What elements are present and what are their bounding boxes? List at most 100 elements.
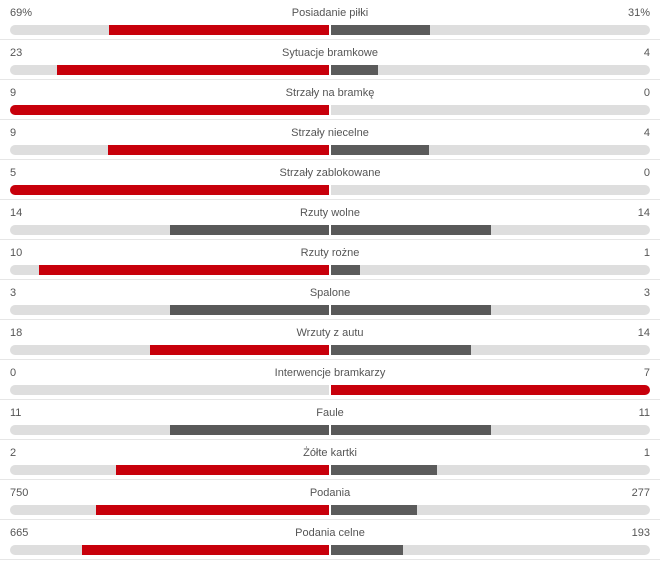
away-value: 277: [631, 487, 650, 499]
away-value: 7: [643, 367, 650, 379]
home-value: 14: [10, 207, 23, 219]
stat-label: Strzały na bramkę: [285, 87, 375, 99]
away-bar-fill: [331, 465, 438, 475]
home-bar-track: [10, 265, 329, 275]
stat-row: 665 Podania celne 193: [0, 520, 660, 560]
home-value: 10: [10, 247, 23, 259]
home-bar-track: [10, 345, 329, 355]
stat-label: Strzały niecelne: [291, 127, 369, 139]
stat-label: Wrzuty z autu: [296, 327, 364, 339]
home-bar-fill: [169, 305, 329, 315]
away-bar-fill: [331, 385, 650, 395]
home-bar-track: [10, 305, 329, 315]
stat-label: Rzuty wolne: [300, 207, 360, 219]
away-value: 0: [643, 87, 650, 99]
home-bar-fill: [39, 265, 329, 275]
home-bar-fill: [10, 185, 329, 195]
away-bar-fill: [331, 145, 430, 155]
stat-label: Podania: [309, 487, 351, 499]
home-value: 23: [10, 47, 23, 59]
stat-label: Podania celne: [295, 527, 365, 539]
away-bar-track: [331, 465, 650, 475]
home-bar-fill: [108, 145, 329, 155]
away-value: 4: [643, 47, 650, 59]
stat-label: Strzały zablokowane: [279, 167, 381, 179]
home-bar-track: [10, 385, 329, 395]
home-value: 750: [10, 487, 29, 499]
home-bar-fill: [81, 545, 329, 555]
away-value: 0: [643, 167, 650, 179]
home-value: 11: [10, 407, 22, 419]
home-bar-fill: [169, 225, 329, 235]
away-bar-track: [331, 425, 650, 435]
away-bar-track: [331, 545, 650, 555]
home-bar-track: [10, 105, 329, 115]
home-bar-fill: [57, 65, 329, 75]
home-value: 9: [10, 127, 17, 139]
home-value: 3: [10, 287, 17, 299]
stat-row: 9 Strzały niecelne 4: [0, 120, 660, 160]
home-value: 9: [10, 87, 17, 99]
stat-label: Posiadanie piłki: [291, 7, 369, 19]
home-value: 18: [10, 327, 23, 339]
stat-label: Faule: [316, 407, 344, 419]
stat-label: Sytuacje bramkowe: [282, 47, 378, 59]
home-value: 0: [10, 367, 17, 379]
away-bar-track: [331, 25, 650, 35]
stat-row: 69% Posiadanie piłki 31%: [0, 0, 660, 40]
home-bar-fill: [108, 25, 329, 35]
stat-row: 18 Wrzuty z autu 14: [0, 320, 660, 360]
away-value: 4: [643, 127, 650, 139]
stat-row: 14 Rzuty wolne 14: [0, 200, 660, 240]
away-value: 1: [643, 247, 650, 259]
away-bar-fill: [331, 25, 430, 35]
away-value: 14: [637, 207, 650, 219]
home-value: 665: [10, 527, 29, 539]
away-bar-track: [331, 505, 650, 515]
home-bar-track: [10, 545, 329, 555]
away-value: 193: [631, 527, 650, 539]
away-bar-fill: [331, 265, 360, 275]
stat-label: Rzuty rożne: [300, 247, 360, 259]
stat-row: 9 Strzały na bramkę 0: [0, 80, 660, 120]
home-bar-fill: [149, 345, 329, 355]
home-bar-fill: [169, 425, 329, 435]
away-value: 14: [637, 327, 650, 339]
home-bar-track: [10, 25, 329, 35]
away-value: 31%: [627, 7, 650, 19]
away-bar-track: [331, 105, 650, 115]
stat-row: 23 Sytuacje bramkowe 4: [0, 40, 660, 80]
away-bar-fill: [331, 345, 471, 355]
home-bar-track: [10, 505, 329, 515]
home-bar-track: [10, 185, 329, 195]
home-bar-fill: [96, 505, 329, 515]
home-value: 2: [10, 447, 17, 459]
home-bar-track: [10, 225, 329, 235]
stat-label: Interwencje bramkarzy: [274, 367, 386, 379]
stat-row: 0 Interwencje bramkarzy 7: [0, 360, 660, 400]
stat-row: 3 Spalone 3: [0, 280, 660, 320]
away-bar-track: [331, 345, 650, 355]
away-bar-track: [331, 225, 650, 235]
home-value: 5: [10, 167, 17, 179]
home-bar-track: [10, 65, 329, 75]
away-bar-fill: [331, 425, 491, 435]
stat-label: Spalone: [309, 287, 351, 299]
away-value: 3: [643, 287, 650, 299]
home-bar-track: [10, 145, 329, 155]
home-bar-track: [10, 425, 329, 435]
home-bar-track: [10, 465, 329, 475]
stat-row: 5 Strzały zablokowane 0: [0, 160, 660, 200]
away-value: 1: [643, 447, 650, 459]
stat-row: 10 Rzuty rożne 1: [0, 240, 660, 280]
home-value: 69%: [10, 7, 33, 19]
home-bar-fill: [10, 105, 329, 115]
away-bar-track: [331, 145, 650, 155]
home-bar-fill: [116, 465, 329, 475]
away-bar-track: [331, 65, 650, 75]
away-bar-fill: [331, 305, 491, 315]
stat-label: Żółte kartki: [303, 447, 357, 459]
away-bar-fill: [331, 545, 403, 555]
away-bar-track: [331, 265, 650, 275]
